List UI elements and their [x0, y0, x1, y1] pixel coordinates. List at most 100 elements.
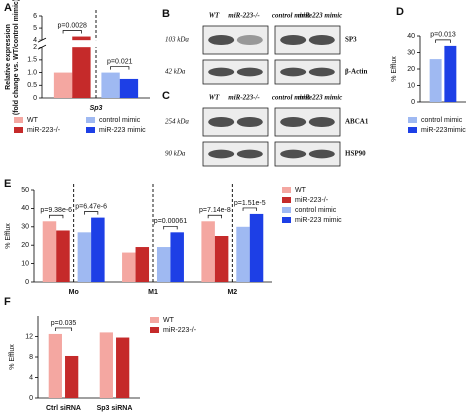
- legend-label: miR-223 mimic: [295, 217, 342, 224]
- y-tick-label: 0: [25, 279, 29, 286]
- blot-band: [208, 116, 235, 128]
- bar: [119, 78, 139, 98]
- blot-band: [280, 67, 307, 77]
- y-tick-label: 0.5: [27, 82, 37, 89]
- p-value: p=0.013: [430, 32, 456, 39]
- y-tick-label: 1.5: [27, 57, 37, 64]
- bracket: [49, 214, 64, 219]
- blot-band: [308, 116, 335, 128]
- legend-swatch: [86, 117, 95, 123]
- y-tick-label: 6: [33, 13, 37, 20]
- blot-band: [236, 34, 263, 46]
- legend-swatch: [282, 207, 291, 213]
- bar: [48, 333, 62, 398]
- break-mark: [37, 44, 47, 50]
- legend-label: miR-223-/-: [163, 327, 197, 334]
- y-tick-label: 10: [407, 82, 415, 89]
- y-tick-label: 2: [33, 44, 37, 51]
- lane-label: miR-223-/-: [228, 12, 260, 20]
- lane-label: miR-223-/-: [228, 94, 260, 102]
- panel-letter: C: [162, 90, 170, 102]
- legend-label: miR-223-/-: [27, 127, 61, 134]
- p-value: p=7.14e-8: [199, 207, 231, 214]
- blot-band: [308, 67, 335, 77]
- kda-label: 42 kDa: [165, 68, 186, 76]
- protein-label: ABCA1: [345, 118, 369, 126]
- y-axis-label: % Efflux: [391, 56, 398, 82]
- bar: [236, 226, 250, 282]
- bracket: [163, 225, 178, 230]
- bar: [65, 355, 79, 398]
- x-tick-label: M2: [227, 289, 237, 296]
- y-tick-label: 0: [411, 99, 415, 106]
- p-value: p=1.51e-5: [234, 200, 266, 207]
- bar: [201, 221, 215, 282]
- bar: [77, 232, 92, 282]
- bar: [156, 247, 171, 282]
- legend-swatch: [150, 317, 159, 323]
- y-tick-label: 30: [21, 224, 29, 231]
- bracket: [242, 207, 257, 211]
- y-axis-label: % Efflux: [5, 223, 12, 249]
- lane-label: control mimic: [272, 94, 312, 102]
- bar: [135, 247, 150, 282]
- panel-letter: B: [162, 8, 170, 20]
- y-axis-label: % Efflux: [9, 344, 16, 370]
- y-axis-label: (fold change vs. WT/control mimic): [13, 0, 20, 115]
- bar: [116, 337, 130, 398]
- bar: [214, 236, 229, 282]
- blot-band: [236, 116, 263, 128]
- blot-band: [308, 34, 335, 46]
- blot-band: [308, 149, 335, 159]
- x-tick-label: M1: [148, 289, 158, 296]
- blot-band: [208, 149, 235, 159]
- legend-label: control mimic: [421, 117, 463, 124]
- y-tick-label: 8: [29, 354, 33, 361]
- y-tick-label: 4: [29, 374, 33, 381]
- kda-label: 254 kDa: [165, 118, 189, 126]
- p-value: p=0.0028: [58, 22, 87, 29]
- panel-letter: E: [4, 178, 11, 190]
- legend-swatch: [408, 117, 417, 123]
- bracket: [110, 66, 130, 70]
- bar: [56, 230, 70, 282]
- lane-label: miR-223 mimic: [298, 12, 343, 20]
- bracket: [84, 211, 99, 215]
- y-tick-label: 50: [21, 187, 29, 194]
- legend-swatch: [150, 327, 159, 333]
- lane-label: control mimic: [272, 12, 312, 20]
- bar: [122, 252, 136, 282]
- y-tick-label: 4: [33, 37, 37, 44]
- bar: [101, 72, 120, 98]
- bar: [91, 217, 105, 282]
- bar: [72, 36, 91, 98]
- y-tick-label: 20: [407, 66, 415, 73]
- panel-letter: F: [4, 296, 11, 308]
- y-axis-label: Relative expression: [5, 24, 12, 90]
- bracket: [62, 30, 82, 34]
- blot-band: [208, 34, 235, 46]
- blot-band: [208, 67, 235, 77]
- legend-swatch: [282, 217, 291, 223]
- blot-band: [280, 116, 307, 128]
- bar: [53, 72, 73, 98]
- y-tick-label: 0: [33, 95, 37, 102]
- y-tick-label: 30: [407, 49, 415, 56]
- lane-label: WT: [209, 94, 220, 102]
- blot-band: [236, 149, 263, 159]
- lane-label: miR-223 mimic: [298, 94, 343, 102]
- y-tick-label: 1.0: [27, 69, 37, 76]
- legend-label: miR-223-/-: [295, 197, 329, 204]
- legend-swatch: [408, 127, 417, 133]
- y-tick-label: 40: [21, 205, 29, 212]
- blot-band: [280, 149, 307, 159]
- legend-label: miR-223 mimic: [99, 127, 146, 134]
- bar: [42, 221, 57, 282]
- legend-label: control mimic: [295, 207, 337, 214]
- legend-label: miR-223mimic: [421, 127, 466, 134]
- bar: [170, 232, 184, 282]
- p-value: p=6.47e-6: [75, 203, 107, 210]
- protein-label: HSP90: [345, 150, 366, 158]
- protein-label: SP3: [345, 36, 357, 44]
